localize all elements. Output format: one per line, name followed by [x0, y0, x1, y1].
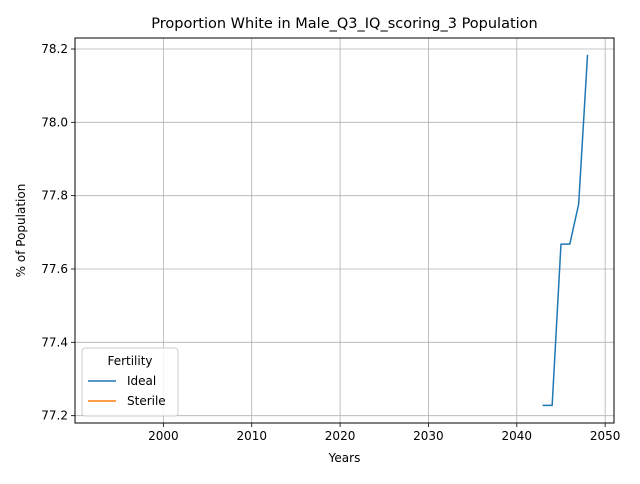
x-tick-label: 2020	[325, 429, 356, 443]
y-tick-label: 78.2	[41, 42, 68, 56]
y-tick-label: 77.2	[41, 409, 68, 423]
y-tick-label: 77.6	[41, 262, 68, 276]
series-line-ideal	[542, 54, 589, 407]
legend-label-sterile: Sterile	[127, 394, 166, 408]
legend-label-ideal: Ideal	[127, 374, 156, 388]
x-tick-label: 2040	[502, 429, 533, 443]
legend: Fertility Ideal Sterile	[81, 347, 179, 417]
y-tick-label: 77.4	[41, 335, 68, 349]
legend-title: Fertility	[107, 354, 152, 368]
x-tick-label: 2030	[413, 429, 444, 443]
x-tick-label: 2050	[590, 429, 621, 443]
y-axis-label: % of Population	[14, 184, 28, 278]
legend-box	[81, 347, 179, 417]
x-tick-label: 2000	[148, 429, 179, 443]
y-tick-label: 78.0	[41, 115, 68, 129]
series-lines	[542, 54, 589, 407]
y-tick-label: 77.8	[41, 189, 68, 203]
x-tick-label: 2010	[236, 429, 267, 443]
chart-title: Proportion White in Male_Q3_IQ_scoring_3…	[151, 16, 538, 32]
x-axis-label: Years	[328, 451, 361, 465]
plot-frame	[74, 37, 615, 424]
grid-lines	[75, 38, 614, 423]
axis-ticks: 2000 2010 2020 2030 2040 2050 77.2 77.4 77.6 77.8…	[41, 42, 620, 443]
